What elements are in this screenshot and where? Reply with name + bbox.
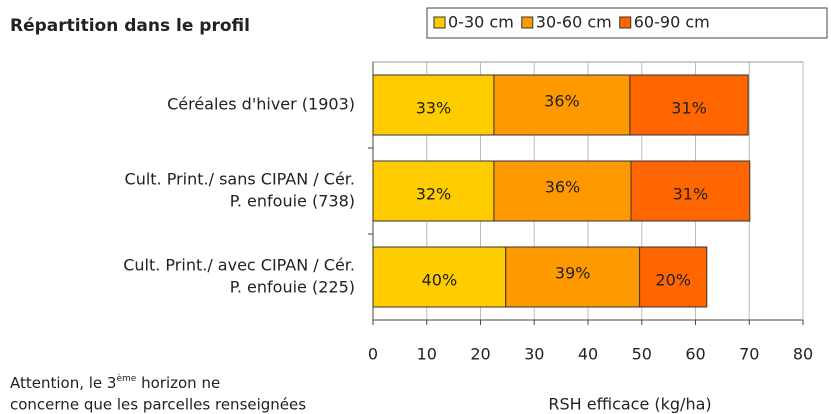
segment-label: 33% (416, 99, 452, 118)
note-end: horizon ne (136, 374, 220, 392)
y-tick-label: Céréales d'hiver (1903) (167, 95, 355, 114)
x-tick-label: 0 (368, 345, 378, 364)
x-tick-label: 20 (470, 345, 490, 364)
y-tick-label: Cult. Print./ avec CIPAN / Cér. (123, 256, 355, 275)
x-tick-label: 10 (417, 345, 437, 364)
bar-segment (629, 74, 749, 136)
note-line2: concerne que les parcelles renseignées (10, 396, 306, 414)
segment-label: 32% (416, 185, 452, 204)
bar-segment (639, 246, 708, 308)
legend-swatch (619, 16, 632, 29)
x-tick-label: 80 (793, 345, 813, 364)
segment-label: 31% (671, 99, 707, 118)
note-line1: Attention, le 3ème horizon ne (10, 373, 220, 392)
y-tick-label: P. enfouie (738) (230, 192, 355, 211)
x-tick-label: 30 (524, 345, 544, 364)
y-tick-label: Cult. Print./ sans CIPAN / Cér. (125, 170, 355, 189)
note-sup: ème (116, 373, 136, 384)
segment-label: 31% (673, 185, 709, 204)
legend-swatch (521, 16, 534, 29)
note-start: Attention, le 3 (10, 374, 116, 392)
x-tick-label: 60 (685, 345, 705, 364)
x-tick-label: 40 (578, 345, 598, 364)
chart-title: Répartition dans le profil (10, 16, 250, 36)
legend-label: 0-30 cm (448, 13, 514, 32)
bar-segment (630, 160, 751, 222)
x-axis-label: RSH efficace (kg/ha) (548, 395, 711, 414)
legend-label: 30-60 cm (536, 13, 612, 32)
bar-segment (372, 74, 495, 136)
x-tick-label: 70 (739, 345, 759, 364)
bar-segment (372, 160, 495, 222)
legend-label: 60-90 cm (634, 13, 710, 32)
segment-label: 40% (422, 271, 458, 290)
y-tick-label: P. enfouie (225) (230, 278, 355, 297)
legend-swatch (433, 16, 446, 29)
bar-segment (505, 246, 641, 308)
segment-label: 39% (555, 264, 591, 283)
segment-label: 20% (655, 271, 691, 290)
segment-label: 36% (544, 92, 580, 111)
x-tick-label: 50 (632, 345, 652, 364)
segment-label: 36% (545, 178, 581, 197)
